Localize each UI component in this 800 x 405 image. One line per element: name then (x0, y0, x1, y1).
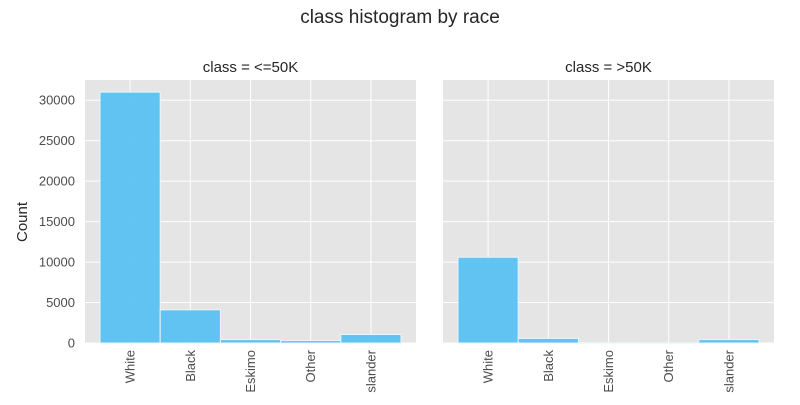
panel-2: White Black Eskimo Other slander class = >50K (443, 59, 774, 393)
x-tick-label: Black (183, 350, 198, 382)
bar-black (517, 337, 579, 344)
panel-title: class = >50K (565, 59, 652, 76)
x-tick-label: Black (541, 350, 556, 382)
y-tick-label: 0 (68, 336, 75, 351)
y-axis-label: Count (14, 201, 31, 242)
y-tick-label: 30000 (39, 93, 75, 108)
x-tick-label: Other (661, 349, 676, 382)
x-tick-label: White (123, 350, 138, 383)
x-tick-label: Eskimo (601, 350, 616, 393)
y-tick-label: 20000 (39, 174, 75, 189)
bar-white (457, 256, 519, 344)
bar-other (638, 342, 700, 344)
panels-layer: 0 5000 10000 15000 20000 25000 30000 White Black… (39, 59, 774, 393)
y-tick-label: 5000 (46, 295, 75, 310)
x-tick-label: slander (721, 349, 736, 392)
chart-title: class histogram by race (300, 7, 500, 28)
bar-black (159, 309, 221, 344)
y-tick-label: 10000 (39, 255, 75, 270)
bar-eskimo (219, 339, 282, 344)
x-tick-label: Other (303, 349, 318, 382)
bar-eskimo (577, 342, 640, 344)
bar-islander (340, 334, 402, 344)
panel-title: class = <=50K (203, 59, 298, 76)
bar-white (99, 91, 161, 344)
x-tick-label: White (481, 350, 496, 383)
x-tick-label: Eskimo (243, 350, 258, 393)
panel-1: 0 5000 10000 15000 20000 25000 30000 White Black… (39, 59, 416, 393)
y-tick-label: 25000 (39, 133, 75, 148)
x-tick-label: slander (363, 349, 378, 392)
bar-islander (698, 339, 760, 344)
y-tick-label: 15000 (39, 214, 75, 229)
bar-other (280, 340, 342, 344)
